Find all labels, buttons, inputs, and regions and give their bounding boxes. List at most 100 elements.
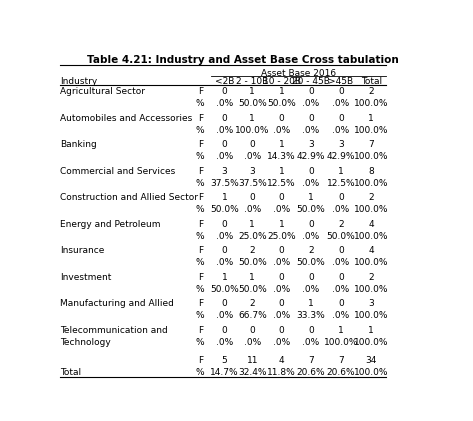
Text: 1: 1	[368, 114, 374, 123]
Text: .0%: .0%	[332, 205, 350, 214]
Text: 12.5%: 12.5%	[326, 179, 355, 188]
Text: 100.0%: 100.0%	[235, 126, 270, 135]
Text: 100.0%: 100.0%	[354, 368, 388, 377]
Text: F: F	[198, 220, 203, 229]
Text: 100.0%: 100.0%	[354, 232, 388, 241]
Text: .0%: .0%	[244, 205, 261, 214]
Text: 2: 2	[249, 299, 255, 308]
Text: 1: 1	[249, 220, 255, 229]
Text: 50.0%: 50.0%	[267, 99, 296, 109]
Text: .0%: .0%	[302, 126, 320, 135]
Text: 1: 1	[249, 87, 255, 96]
Text: 0: 0	[221, 299, 228, 308]
Text: 0: 0	[279, 193, 285, 202]
Text: %: %	[196, 312, 204, 320]
Text: .0%: .0%	[273, 338, 290, 347]
Text: 0: 0	[338, 272, 344, 282]
Text: >45B: >45B	[328, 77, 353, 86]
Text: 0: 0	[308, 325, 314, 335]
Text: 0: 0	[221, 140, 228, 149]
Text: 1: 1	[279, 87, 285, 96]
Text: 50.0%: 50.0%	[238, 285, 267, 294]
Text: 37.5%: 37.5%	[238, 179, 267, 188]
Text: 2: 2	[308, 246, 314, 255]
Text: Insurance: Insurance	[60, 246, 104, 255]
Text: 50.0%: 50.0%	[238, 258, 267, 267]
Text: 100.0%: 100.0%	[354, 99, 388, 109]
Text: 12.5%: 12.5%	[267, 179, 296, 188]
Text: 100.0%: 100.0%	[324, 338, 358, 347]
Text: F: F	[198, 140, 203, 149]
Text: 1: 1	[279, 220, 285, 229]
Text: Agricultural Sector: Agricultural Sector	[60, 87, 145, 96]
Text: F: F	[198, 299, 203, 308]
Text: 1: 1	[221, 272, 228, 282]
Text: .0%: .0%	[302, 338, 320, 347]
Text: .0%: .0%	[273, 285, 290, 294]
Text: 50.0%: 50.0%	[210, 285, 239, 294]
Text: 3: 3	[368, 299, 374, 308]
Text: .0%: .0%	[244, 338, 261, 347]
Text: 0: 0	[308, 167, 314, 176]
Text: .0%: .0%	[216, 99, 233, 109]
Text: 100.0%: 100.0%	[354, 312, 388, 320]
Text: .0%: .0%	[302, 179, 320, 188]
Text: F: F	[198, 246, 203, 255]
Text: .0%: .0%	[216, 126, 233, 135]
Text: %: %	[196, 368, 204, 377]
Text: 100.0%: 100.0%	[354, 258, 388, 267]
Text: F: F	[198, 272, 203, 282]
Text: .0%: .0%	[332, 312, 350, 320]
Text: 1: 1	[338, 325, 344, 335]
Text: Banking: Banking	[60, 140, 96, 149]
Text: .0%: .0%	[244, 152, 261, 161]
Text: 3: 3	[308, 140, 314, 149]
Text: 0: 0	[338, 299, 344, 308]
Text: 20 - 45B: 20 - 45B	[292, 77, 330, 86]
Text: .0%: .0%	[216, 232, 233, 241]
Text: 34: 34	[366, 356, 377, 365]
Text: 2 - 10B: 2 - 10B	[236, 77, 269, 86]
Text: 2: 2	[368, 193, 374, 202]
Text: 50.0%: 50.0%	[297, 205, 325, 214]
Text: 100.0%: 100.0%	[354, 152, 388, 161]
Text: 100.0%: 100.0%	[354, 285, 388, 294]
Text: 0: 0	[279, 325, 285, 335]
Text: 8: 8	[368, 167, 374, 176]
Text: Manufacturing and Allied: Manufacturing and Allied	[60, 299, 174, 308]
Text: 0: 0	[221, 114, 228, 123]
Text: 20.6%: 20.6%	[326, 368, 355, 377]
Text: Energy and Petroleum: Energy and Petroleum	[60, 220, 160, 229]
Text: 3: 3	[249, 167, 255, 176]
Text: 1: 1	[308, 193, 314, 202]
Text: 50.0%: 50.0%	[210, 205, 239, 214]
Text: %: %	[196, 258, 204, 267]
Text: <2B: <2B	[215, 77, 234, 86]
Text: 11.8%: 11.8%	[267, 368, 296, 377]
Text: .0%: .0%	[216, 258, 233, 267]
Text: F: F	[198, 325, 203, 335]
Text: Table 4.21: Industry and Asset Base Cross tabulation: Table 4.21: Industry and Asset Base Cros…	[87, 56, 398, 65]
Text: %: %	[196, 152, 204, 161]
Text: 50.0%: 50.0%	[297, 258, 325, 267]
Text: F: F	[198, 114, 203, 123]
Text: 0: 0	[249, 325, 255, 335]
Text: F: F	[198, 167, 203, 176]
Text: 10 - 20B: 10 - 20B	[263, 77, 301, 86]
Text: .0%: .0%	[332, 126, 350, 135]
Text: .0%: .0%	[302, 99, 320, 109]
Text: 7: 7	[338, 356, 344, 365]
Text: 42.9%: 42.9%	[297, 152, 325, 161]
Text: 50.0%: 50.0%	[238, 99, 267, 109]
Text: Industry: Industry	[60, 77, 97, 86]
Text: 7: 7	[308, 356, 314, 365]
Text: 1: 1	[249, 272, 255, 282]
Text: 0: 0	[338, 193, 344, 202]
Text: 66.7%: 66.7%	[238, 312, 267, 320]
Text: 25.0%: 25.0%	[238, 232, 267, 241]
Text: 1: 1	[279, 167, 285, 176]
Text: %: %	[196, 179, 204, 188]
Text: Telecommunication and: Telecommunication and	[60, 325, 167, 335]
Text: .0%: .0%	[332, 258, 350, 267]
Text: 100.0%: 100.0%	[354, 205, 388, 214]
